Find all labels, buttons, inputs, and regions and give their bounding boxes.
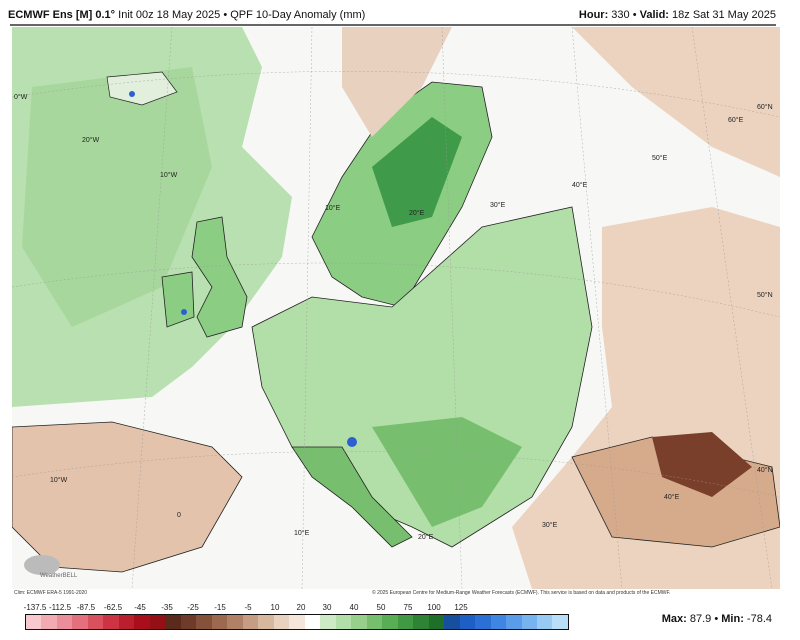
- legend-swatch: [413, 615, 429, 629]
- legend-swatch: [242, 615, 259, 629]
- legend-label: -87.5: [76, 603, 96, 612]
- legend-swatch: [118, 615, 135, 629]
- legend-swatch: [289, 615, 305, 629]
- map-header: ECMWF Ens [M] 0.1° Init 00z 18 May 2025 …: [8, 6, 776, 24]
- clim-note: Clim: ECMWF ERA-5 1991-2020: [14, 590, 88, 596]
- great-britain: [191, 216, 248, 338]
- legend-swatch: [227, 615, 243, 629]
- legend-swatch: [180, 615, 197, 629]
- legend-swatch: [382, 615, 398, 629]
- svg-text:50°E: 50°E: [652, 154, 668, 162]
- legend-label: 125: [454, 603, 468, 612]
- legend-label: 20: [296, 603, 306, 612]
- color-legend: [25, 614, 569, 630]
- legend-swatch: [335, 615, 352, 629]
- legend-label: 50: [376, 603, 386, 612]
- legend-swatch: [459, 615, 476, 629]
- weatherbell-logo: WeatherBELL: [24, 555, 78, 579]
- header-divider: [10, 24, 776, 26]
- valid-time: Hour: 330 • Valid: 18z Sat 31 May 2025: [578, 9, 776, 21]
- svg-text:0°W: 0°W: [14, 93, 28, 101]
- legend-swatch: [428, 615, 445, 629]
- legend-swatch: [26, 615, 42, 629]
- legend-label: -112.5: [48, 603, 72, 612]
- anomaly-map[interactable]: 0°W 20°W 10°W 10°E 20°E 30°E 40°E 50°E 6…: [12, 27, 780, 589]
- legend-swatch: [444, 615, 460, 629]
- legend-label: 100: [427, 603, 441, 612]
- legend-swatch: [475, 615, 491, 629]
- svg-text:60°E: 60°E: [728, 116, 744, 124]
- caucasus-very-dry: [652, 432, 752, 497]
- max-min: Max: 87.9 • Min: -78.4: [661, 613, 772, 625]
- svg-text:40°E: 40°E: [664, 493, 680, 501]
- svg-text:50°N: 50°N: [757, 291, 773, 299]
- legend-swatch: [506, 615, 522, 629]
- svg-text:20°W: 20°W: [82, 136, 100, 144]
- legend-label: -35: [161, 603, 173, 612]
- svg-text:0: 0: [177, 512, 181, 519]
- copyright: © 2025 European Centre for Medium-Range …: [372, 590, 671, 596]
- svg-text:30°E: 30°E: [542, 521, 558, 529]
- title: ECMWF Ens [M] 0.1° Init 00z 18 May 2025 …: [8, 9, 366, 21]
- iceland: [106, 71, 178, 106]
- legend-swatch: [134, 615, 150, 629]
- legend-swatch: [552, 615, 568, 629]
- iberia: [12, 421, 243, 573]
- legend-swatch: [521, 615, 537, 629]
- legend-swatch: [397, 615, 414, 629]
- legend-swatch: [258, 615, 274, 629]
- legend-label: -5: [244, 603, 252, 612]
- legend-swatch: [490, 615, 507, 629]
- heavy-rain-spot: [129, 91, 135, 97]
- legend-swatch: [149, 615, 166, 629]
- legend-swatch: [536, 615, 553, 629]
- ireland: [161, 271, 195, 328]
- svg-text:WeatherBELL: WeatherBELL: [40, 573, 78, 579]
- legend-label: 40: [349, 603, 359, 612]
- heavy-rain-spot: [347, 437, 357, 447]
- svg-text:60°N: 60°N: [757, 103, 773, 111]
- graticule: [12, 27, 780, 589]
- svg-text:40°N: 40°N: [757, 466, 773, 474]
- scandinavia-wet-core: [372, 117, 462, 227]
- legend-label: -15: [214, 603, 226, 612]
- italy: [291, 446, 413, 548]
- svg-text:40°E: 40°E: [572, 181, 588, 189]
- legend-swatch: [56, 615, 73, 629]
- legend-label: -137.5: [23, 603, 47, 612]
- legend-label: 75: [403, 603, 413, 612]
- svg-text:10°E: 10°E: [294, 529, 310, 537]
- legend-swatch: [165, 615, 181, 629]
- legend-swatch: [351, 615, 367, 629]
- legend-swatch: [103, 615, 119, 629]
- legend-swatch: [320, 615, 336, 629]
- legend-swatch: [196, 615, 212, 629]
- legend-label: 30: [322, 603, 332, 612]
- legend-swatch: [211, 615, 228, 629]
- grid-labels: 0°W 20°W 10°W 10°E 20°E 30°E 40°E 50°E 6…: [14, 93, 773, 541]
- legend-label: 10: [270, 603, 280, 612]
- legend-label: -45: [134, 603, 146, 612]
- legend-swatch: [41, 615, 57, 629]
- legend-swatch: [87, 615, 104, 629]
- legend-label: -62.5: [103, 603, 123, 612]
- legend-label: -25: [187, 603, 199, 612]
- svg-text:20°E: 20°E: [418, 533, 434, 541]
- north-dry-region: [342, 27, 452, 137]
- legend-swatch: [366, 615, 383, 629]
- svg-text:20°E: 20°E: [409, 209, 425, 217]
- svg-text:10°W: 10°W: [50, 476, 68, 484]
- svg-text:10°W: 10°W: [160, 171, 178, 179]
- balkans-wet: [372, 417, 522, 527]
- heavy-rain-spot: [181, 309, 187, 315]
- legend-swatch: [273, 615, 290, 629]
- russia-north-dry: [572, 27, 780, 177]
- legend-swatch: [72, 615, 88, 629]
- svg-text:30°E: 30°E: [490, 201, 506, 209]
- legend-swatch: [304, 615, 321, 629]
- svg-text:10°E: 10°E: [325, 204, 341, 212]
